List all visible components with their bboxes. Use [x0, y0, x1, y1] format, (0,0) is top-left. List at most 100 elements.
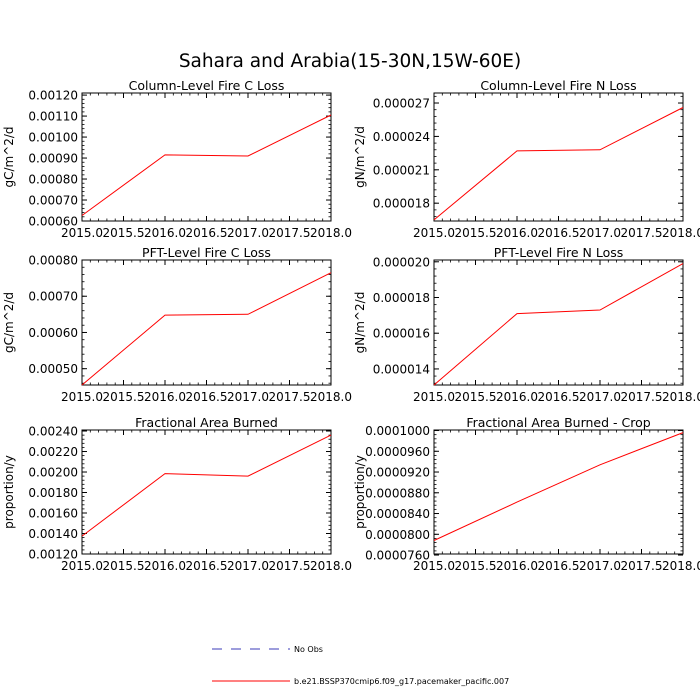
- panel-4: PFT-Level Fire N Loss gN/m^2/d 2015.0 2015.…: [353, 245, 700, 404]
- plot-frame: [81, 259, 332, 386]
- plot-frame: [81, 92, 332, 222]
- y-tick-label: 0.000018: [373, 197, 430, 211]
- x-tick-label: 2018.0: [662, 390, 700, 404]
- panel-6: Fractional Area Burned - Crop proportion/…: [353, 415, 700, 573]
- series-line: [433, 432, 684, 541]
- panel-title: Fractional Area Burned - Crop: [466, 415, 650, 430]
- panel-5: Fractional Area Burned proportion/y 2015.0…: [2, 415, 352, 573]
- x-tick-label: 2015.0: [61, 559, 103, 573]
- x-tick-label: 2018.0: [662, 226, 700, 240]
- y-tick-label: 0.00200: [28, 466, 78, 480]
- panel-title: PFT-Level Fire N Loss: [494, 245, 624, 260]
- x-tick-label: 2016.5: [538, 559, 580, 573]
- x-tick-label: 2015.5: [455, 390, 497, 404]
- y-tick-label: 0.00120: [28, 89, 78, 103]
- x-tick-label: 2018.0: [310, 226, 352, 240]
- y-tick-label: 0.00070: [28, 290, 78, 304]
- panel-title: Fractional Area Burned: [135, 415, 278, 430]
- x-tick-label: 2017.0: [579, 559, 621, 573]
- y-axis-label: gN/m^2/d: [353, 126, 367, 188]
- y-axis-label: gC/m^2/d: [2, 292, 16, 353]
- y-tick-label: 0.000014: [373, 362, 430, 376]
- panel-title: Column-Level Fire C Loss: [129, 78, 285, 93]
- y-tick-label: 0.00140: [28, 527, 78, 541]
- legend-label-model: b.e21.BSSP370cmip6.f09_g17.pacemaker_pac…: [294, 677, 509, 686]
- y-tick-label: 0.00220: [28, 445, 78, 459]
- x-tick-label: 2017.5: [621, 226, 663, 240]
- y-tick-label: 0.000016: [373, 327, 430, 341]
- y-tick-label: 0.00070: [28, 194, 78, 208]
- series-line: [433, 263, 684, 386]
- x-tick-label: 2015.5: [455, 226, 497, 240]
- x-tick-label: 2016.5: [186, 390, 228, 404]
- series-line: [433, 107, 684, 221]
- panel-title: Column-Level Fire N Loss: [480, 78, 636, 93]
- x-tick-label: 2017.5: [269, 559, 311, 573]
- y-tick-label: 0.0000760: [365, 549, 430, 563]
- y-tick-label: 0.000021: [373, 163, 430, 177]
- x-tick-label: 2015.5: [103, 390, 145, 404]
- y-tick-label: 0.00120: [28, 548, 78, 562]
- y-tick-label: 0.0000920: [365, 466, 430, 480]
- y-tick-label: 0.000024: [373, 130, 430, 144]
- y-tick-label: 0.00080: [28, 254, 78, 268]
- legend: No Obs b.e21.BSSP370cmip6.f09_g17.pacema…: [212, 645, 509, 686]
- x-tick-label: 2017.5: [621, 390, 663, 404]
- x-tick-label: 2016.5: [186, 226, 228, 240]
- x-tick-label: 2016.0: [496, 390, 538, 404]
- figure-title: Sahara and Arabia(15-30N,15W-60E): [179, 51, 521, 72]
- x-tick-label: 2017.0: [227, 390, 269, 404]
- y-tick-label: 0.00060: [28, 215, 78, 229]
- y-axis-label: gN/m^2/d: [353, 292, 367, 354]
- x-tick-label: 2017.0: [579, 390, 621, 404]
- y-tick-label: 0.0001000: [365, 424, 430, 438]
- y-tick-label: 0.00100: [28, 131, 78, 145]
- x-tick-label: 2015.5: [103, 559, 145, 573]
- y-tick-label: 0.00080: [28, 173, 78, 187]
- x-tick-label: 2016.5: [538, 226, 580, 240]
- y-axis-label: proportion/y: [353, 455, 367, 529]
- x-tick-label: 2017.5: [269, 390, 311, 404]
- x-tick-label: 2018.0: [662, 559, 700, 573]
- legend-label-no-obs: No Obs: [294, 645, 323, 654]
- x-tick-label: 2017.0: [227, 226, 269, 240]
- x-tick-label: 2016.0: [144, 559, 186, 573]
- y-tick-label: 0.00160: [28, 507, 78, 521]
- y-axis-label: gC/m^2/d: [2, 126, 16, 187]
- y-tick-label: 0.0000800: [365, 528, 430, 542]
- x-tick-label: 2016.0: [496, 226, 538, 240]
- x-tick-label: 2018.0: [310, 390, 352, 404]
- x-tick-label: 2016.0: [496, 559, 538, 573]
- x-tick-label: 2015.0: [413, 559, 455, 573]
- x-tick-label: 2018.0: [310, 559, 352, 573]
- y-axis-label: proportion/y: [2, 455, 16, 529]
- x-tick-label: 2016.0: [144, 390, 186, 404]
- y-tick-label: 0.00050: [28, 362, 78, 376]
- x-tick-label: 2016.5: [186, 559, 228, 573]
- x-tick-label: 2015.5: [103, 226, 145, 240]
- x-tick-label: 2015.0: [61, 226, 103, 240]
- series-line: [81, 434, 332, 537]
- y-tick-label: 0.00180: [28, 486, 78, 500]
- plot-frame: [81, 429, 332, 555]
- plot-frame: [433, 92, 684, 222]
- x-tick-label: 2015.5: [455, 559, 497, 573]
- x-tick-label: 2017.5: [621, 559, 663, 573]
- series-line: [81, 272, 332, 386]
- y-tick-label: 0.0000880: [365, 486, 430, 500]
- x-tick-label: 2017.5: [269, 226, 311, 240]
- y-tick-label: 0.000020: [373, 255, 430, 269]
- x-tick-label: 2015.0: [61, 390, 103, 404]
- plot-frame: [433, 429, 684, 555]
- y-tick-label: 0.00240: [28, 425, 78, 439]
- y-tick-label: 0.00060: [28, 326, 78, 340]
- y-tick-label: 0.000018: [373, 291, 430, 305]
- x-tick-label: 2017.0: [227, 559, 269, 573]
- y-tick-label: 0.0000960: [365, 445, 430, 459]
- x-tick-label: 2016.5: [538, 390, 580, 404]
- x-tick-label: 2017.0: [579, 226, 621, 240]
